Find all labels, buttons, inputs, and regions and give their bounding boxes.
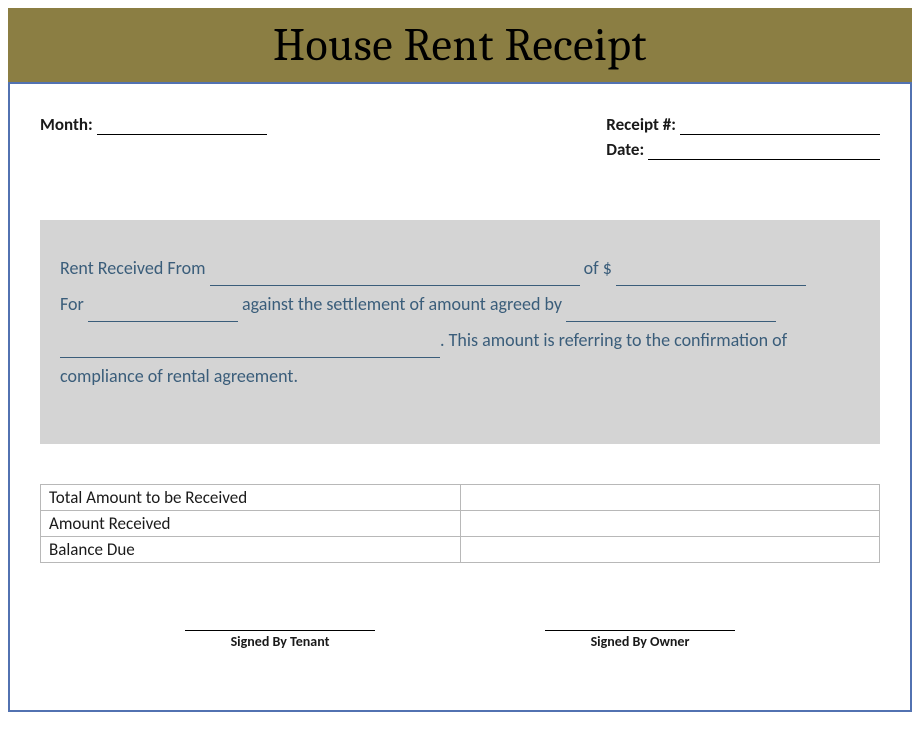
confirmation-text: . This amount is referring to the confir… [440,329,787,351]
month-label: Month: [40,114,93,135]
received-from-line: Rent Received From of $ [60,250,860,286]
received-from-blank[interactable] [210,268,580,286]
of-dollar-text: of $ [584,257,612,279]
for-prefix: For [60,293,84,315]
month-field-group: Month: [40,114,267,160]
compliance-line: compliance of rental agreement. [60,358,860,394]
tenant-signature-line[interactable] [185,613,375,631]
amount-received-value[interactable] [460,511,880,537]
table-row: Total Amount to be Received [41,485,880,511]
receipt-number-blank[interactable] [680,134,880,135]
received-from-prefix: Rent Received From [60,257,205,279]
tenant-signature-label: Signed By Tenant [185,633,375,650]
table-row: Amount Received [41,511,880,537]
amount-blank[interactable] [616,268,806,286]
for-line: For against the settlement of amount agr… [60,286,860,322]
owner-signature-label: Signed By Owner [545,633,735,650]
balance-due-label: Balance Due [41,537,461,563]
receipt-number-label: Receipt #: [606,114,676,135]
total-amount-value[interactable] [460,485,880,511]
against-settlement-text: against the settlement of amount agreed … [242,293,562,315]
date-blank[interactable] [648,159,880,160]
date-row: Date: [606,139,880,160]
amount-received-label: Amount Received [41,511,461,537]
continuation-blank[interactable] [60,340,440,358]
amount-table: Total Amount to be Received Amount Recei… [40,484,880,563]
table-row: Balance Due [41,537,880,563]
owner-signature-block: Signed By Owner [545,613,735,650]
for-blank[interactable] [88,304,238,322]
agreed-by-blank[interactable] [566,304,776,322]
receipt-number-row: Receipt #: [606,114,880,135]
receipt-body: Month: Receipt #: Date: Rent Received Fr… [8,82,912,712]
total-amount-label: Total Amount to be Received [41,485,461,511]
header-banner: House Rent Receipt [8,8,912,82]
signatures-row: Signed By Tenant Signed By Owner [40,613,880,650]
page-title: House Rent Receipt [273,19,647,72]
month-blank[interactable] [97,134,267,135]
top-fields-row: Month: Receipt #: Date: [40,114,880,160]
receipt-date-group: Receipt #: Date: [606,114,880,160]
owner-signature-line[interactable] [545,613,735,631]
balance-due-value[interactable] [460,537,880,563]
tenant-signature-block: Signed By Tenant [185,613,375,650]
receipt-details-box: Rent Received From of $ For against the … [40,220,880,444]
confirmation-line: . This amount is referring to the confir… [60,322,860,358]
date-label: Date: [606,139,644,160]
